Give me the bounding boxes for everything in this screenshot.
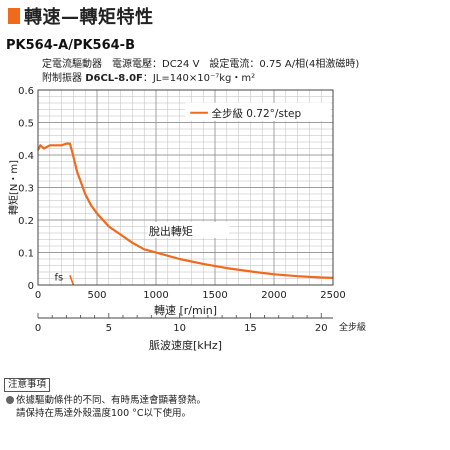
- x-tick-label: 2500: [320, 290, 345, 301]
- title-accent-mark: [8, 8, 20, 24]
- fs-label: fs: [55, 273, 64, 284]
- y-tick-label: 0.1: [18, 249, 34, 260]
- y-tick-label: 0.4: [18, 151, 34, 162]
- curve-annotation: 脫出轉矩: [149, 224, 193, 238]
- x-tick-label: 2000: [261, 290, 286, 301]
- plot-frame: [37, 89, 334, 286]
- chart-labels: 0 0.1 0.2 0.3 0.4 0.5 0.6 0 500 1000 1500 2000 2500 轉…: [7, 86, 366, 352]
- damper-model: D6CL-8.0F: [85, 73, 143, 84]
- pullout-torque-curve: [37, 142, 334, 279]
- torque-speed-chart: 0 0.1 0.2 0.3 0.4 0.5 0.6 0 500 1000 1500 2000 2500 轉…: [7, 86, 366, 352]
- condition-line1: 定電流驅動器 電源電壓：DC24 V 設定電流：0.75 A/相(4相激磁時): [42, 59, 360, 70]
- damper-inertia: ：JL=140×10⁻⁷kg・m²: [142, 73, 256, 84]
- x-tick-label: 1000: [143, 290, 168, 301]
- x-tick-label: 1500: [202, 290, 227, 301]
- chart-axes: [37, 89, 334, 319]
- x-tick-label: 500: [87, 290, 106, 301]
- page-title: 轉速—轉矩特性: [24, 7, 154, 28]
- x-tick-label: 0: [35, 290, 41, 301]
- legend-label: 全步級 0.72°/step: [211, 107, 301, 120]
- x2-tick-label: 15: [244, 323, 257, 334]
- fs-marker-line: [69, 275, 75, 286]
- x-axis-title: 轉速 [r/min]: [154, 304, 217, 317]
- y-tick-label: 0.6: [18, 86, 34, 97]
- note-heading: 注意事項: [4, 378, 51, 392]
- y-tick-label: 0.3: [18, 184, 34, 195]
- note-line2: 請保持在馬達外殼溫度100 °C以下使用。: [16, 408, 192, 419]
- x2-unit-label: 全步級: [339, 321, 366, 333]
- x2-tick-label: 0: [35, 323, 41, 334]
- x2-tick-label: 10: [173, 323, 186, 334]
- annotation-bg: [147, 222, 230, 238]
- bullet-icon: [6, 396, 14, 404]
- note-text: 依據驅動條件的不同、有時馬達會顯著發熱。 請保持在馬達外殼溫度100 °C以下使…: [6, 394, 206, 420]
- y-tick-label: 0.5: [18, 119, 34, 130]
- chart-curves: [37, 142, 334, 286]
- x2-tick-label: 20: [315, 323, 328, 334]
- y-axis-title: 轉矩[N・m]: [7, 160, 20, 215]
- model-name: PK564-A/PK564-B: [6, 38, 135, 53]
- y-tick-label: 0.2: [18, 216, 34, 227]
- damper-label: 附制振器: [42, 73, 86, 84]
- condition-text: 定電流驅動器 電源電壓：DC24 V 設定電流：0.75 A/相(4相激磁時) …: [42, 58, 359, 86]
- legend-bg: [185, 102, 331, 121]
- x2-axis-title: 脈波速度[kHz]: [149, 338, 222, 352]
- title-bar: 轉速—轉矩特性: [8, 4, 154, 28]
- condition-line2: 附制振器 D6CL-8.0F：JL=140×10⁻⁷kg・m²: [42, 72, 359, 86]
- note-line1: 依據驅動條件的不同、有時馬達會顯著發熱。: [16, 395, 207, 406]
- y-tick-label: 0: [28, 281, 34, 292]
- x2-tick-label: 5: [106, 323, 112, 334]
